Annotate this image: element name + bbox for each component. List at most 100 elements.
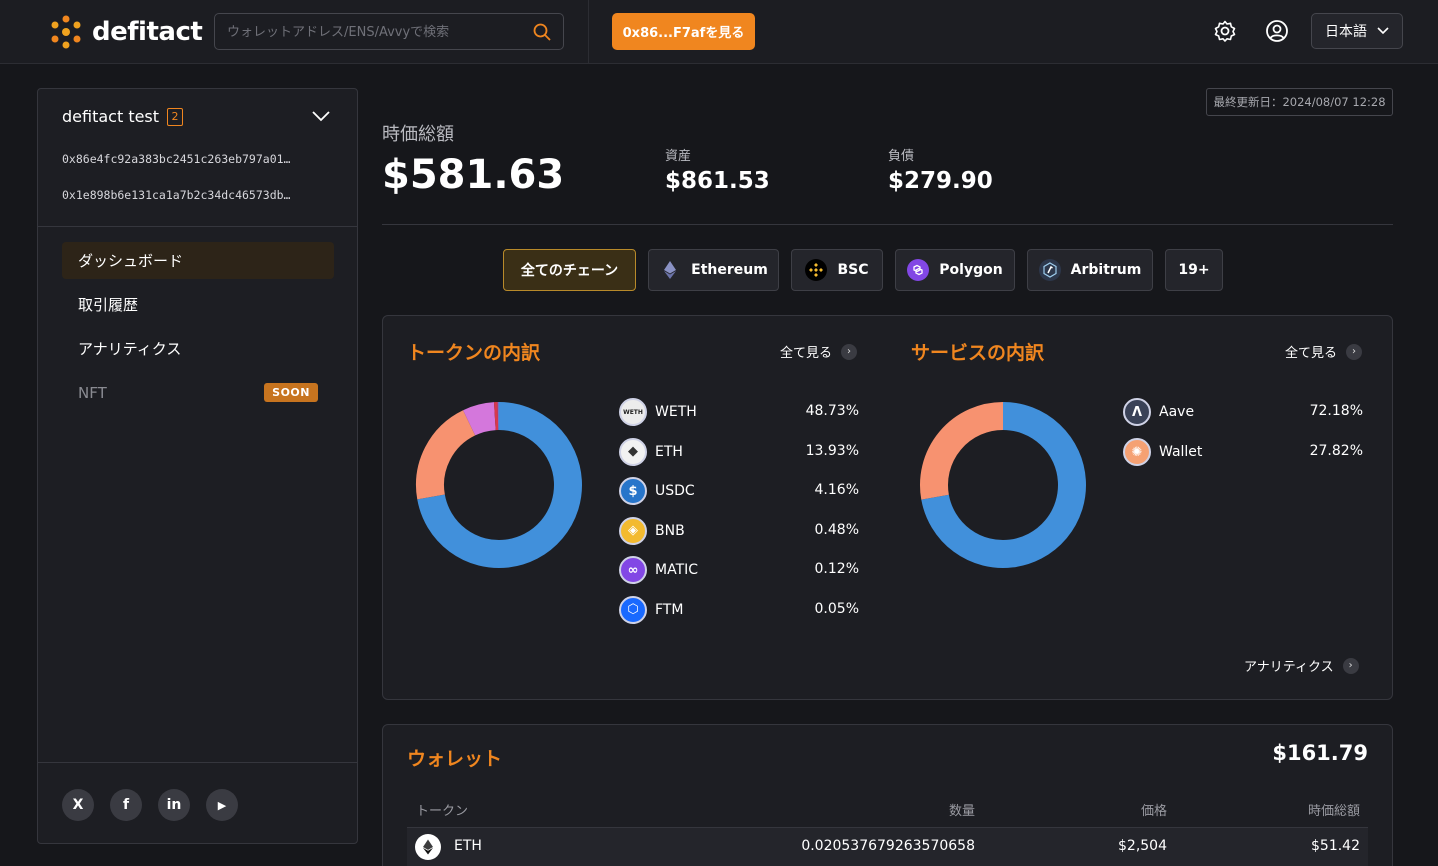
account-panel: defitact test 2 0x86e4fc92a383bc2451c263… <box>38 89 357 227</box>
account-count-badge: 2 <box>167 107 184 126</box>
aave-icon: Λ <box>1123 398 1151 426</box>
assets-label: 資産 <box>665 149 692 164</box>
assets-value: $861.53 <box>665 168 770 194</box>
service-see-all-link[interactable]: 全て見る › <box>1285 342 1363 361</box>
bsc-icon <box>805 259 828 281</box>
token-legend-pct: 0.48% <box>814 521 859 538</box>
account-name: defitact test <box>62 107 160 126</box>
total-value: $581.63 <box>382 152 565 198</box>
liabilities-label: 負債 <box>888 149 915 164</box>
last-updated: 最終更新日：2024/08/07 12:28 <box>1206 88 1393 116</box>
chain-bsc-button[interactable]: BSC <box>791 249 883 291</box>
chain-more-button[interactable]: 19+ <box>1165 249 1223 291</box>
account-title[interactable]: defitact test 2 <box>62 107 184 126</box>
settings-gear-icon[interactable] <box>1211 17 1239 45</box>
token-legend-name: MATIC <box>655 562 699 578</box>
service-slice-wallet[interactable] <box>920 402 1004 500</box>
bnb-icon: ◈ <box>619 516 647 545</box>
language-select[interactable]: 日本語 <box>1311 13 1403 49</box>
token-legend-pct: 4.16% <box>814 482 859 498</box>
search-input[interactable] <box>227 22 527 42</box>
column-header-quantity: 数量 <box>948 804 975 819</box>
weth-icon: WETH <box>619 398 647 426</box>
chain-label: Ethereum <box>691 262 768 278</box>
column-header-value: 時価総額 <box>1307 804 1360 819</box>
top-header: defitact 0x86...F7afを見る 日本語 <box>0 0 1438 64</box>
ethereum-icon <box>659 259 681 281</box>
token-legend-pct: 0.05% <box>814 600 859 617</box>
token-legend-item: ◈ BNB <box>619 516 685 545</box>
token-slice-eth[interactable] <box>416 410 476 500</box>
token-legend-item: $ USDC <box>619 477 695 505</box>
wallet-address[interactable]: 0x1e898b6e131ca1a7b2c34dc46573db… <box>62 188 291 202</box>
service-slice-aave[interactable] <box>921 402 1086 568</box>
search-icon[interactable] <box>532 22 552 46</box>
token-legend-pct: 13.93% <box>805 442 859 459</box>
see-all-label: 全て見る <box>780 346 833 361</box>
chain-label: Polygon <box>939 262 1003 278</box>
logo-icon <box>51 15 81 49</box>
token-slice-usdc[interactable] <box>463 402 497 436</box>
token-legend-item: ◆ ETH <box>619 437 683 466</box>
service-legend-name: Aave <box>1159 404 1195 420</box>
usdc-icon: $ <box>619 477 647 505</box>
service-legend-pct: 72.18% <box>1309 403 1363 419</box>
sidebar-item-analytics[interactable]: アナリティクス <box>62 330 334 367</box>
token-legend-name: BNB <box>655 522 685 539</box>
token-legend-name: WETH <box>655 404 697 420</box>
analytics-link[interactable]: アナリティクス › <box>1244 656 1359 675</box>
linkedin-icon[interactable]: in <box>158 789 190 821</box>
x-twitter-icon[interactable]: X <box>62 789 94 821</box>
chevron-right-icon: › <box>1342 657 1359 674</box>
chevron-right-icon: › <box>841 343 858 360</box>
token-legend-pct: 0.12% <box>814 561 859 577</box>
language-label: 日本語 <box>1325 24 1367 40</box>
wallet-total: $161.79 <box>1272 741 1368 765</box>
chevron-down-icon[interactable] <box>311 107 331 126</box>
token-see-all-link[interactable]: 全て見る › <box>780 342 858 361</box>
soon-badge: SOON <box>264 383 318 402</box>
table-row[interactable] <box>407 827 1368 866</box>
wallet-title: ウォレット <box>407 748 503 770</box>
header-divider <box>588 0 589 64</box>
token-quantity: 0.020537679263570658 <box>801 838 975 854</box>
analytics-link-label: アナリティクス <box>1244 660 1334 675</box>
logo[interactable]: defitact <box>48 14 203 50</box>
search-box <box>214 13 564 50</box>
total-label: 時価総額 <box>382 124 454 145</box>
sidebar-item-label: アナリティクス <box>78 340 182 358</box>
token-value: $51.42 <box>1311 838 1360 854</box>
sidebar-item-history[interactable]: 取引履歴 <box>62 286 334 323</box>
token-legend-item: ⬡ FTM <box>619 595 683 624</box>
wallet-address[interactable]: 0x86e4fc92a383bc2451c263eb797a01… <box>62 152 291 166</box>
chain-all-button[interactable]: 全てのチェーン <box>503 249 636 291</box>
chain-label: 19+ <box>1178 262 1210 278</box>
sidebar-item-dashboard[interactable]: ダッシュボード <box>62 242 334 279</box>
matic-icon: ∞ <box>619 556 647 584</box>
token-legend-name: USDC <box>655 483 695 499</box>
youtube-icon[interactable]: ▶ <box>206 789 238 821</box>
view-wallet-button[interactable]: 0x86...F7afを見る <box>612 13 755 50</box>
token-slice-weth[interactable] <box>417 402 582 568</box>
polygon-icon <box>907 259 930 281</box>
sidebar-item-nft[interactable]: NFT SOON <box>62 374 334 411</box>
eth-icon: ◆ <box>619 437 647 466</box>
token-legend-item: WETH WETH <box>619 398 697 426</box>
chain-label: Arbitrum <box>1070 262 1142 278</box>
chevron-right-icon: › <box>1346 343 1363 360</box>
ftm-icon: ⬡ <box>619 595 647 624</box>
chain-polygon-button[interactable]: Polygon <box>895 249 1015 291</box>
chain-arbitrum-button[interactable]: Arbitrum <box>1027 249 1153 291</box>
token-price: $2,504 <box>1118 838 1167 854</box>
social-links: X f in ▶ <box>38 762 357 843</box>
service-legend-pct: 27.82% <box>1309 443 1363 459</box>
arbitrum-icon <box>1038 259 1061 281</box>
chevron-down-icon <box>1377 27 1389 35</box>
facebook-icon[interactable]: f <box>110 789 142 821</box>
chain-label: BSC <box>837 262 869 278</box>
logo-text: defitact <box>92 17 203 47</box>
token-legend-name: ETH <box>655 443 683 460</box>
service-legend-item: Λ Aave <box>1123 398 1194 426</box>
user-account-icon[interactable] <box>1263 17 1291 45</box>
chain-ethereum-button[interactable]: Ethereum <box>648 249 779 291</box>
